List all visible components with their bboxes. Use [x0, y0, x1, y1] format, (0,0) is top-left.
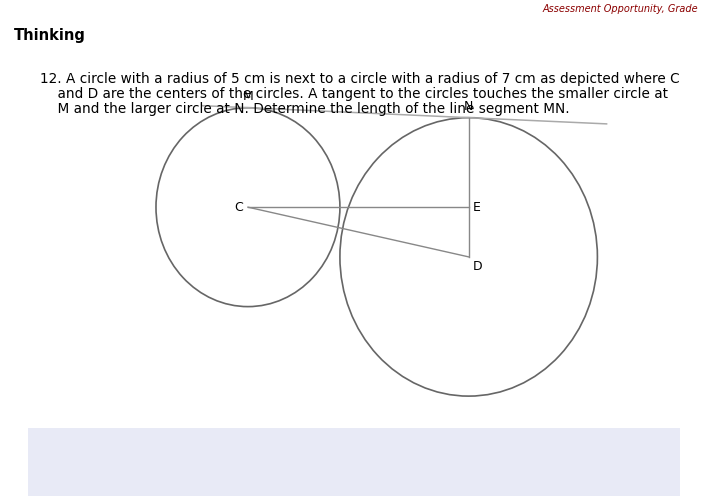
Text: Assessment Opportunity, Grade: Assessment Opportunity, Grade — [542, 4, 698, 14]
Text: E: E — [473, 201, 481, 214]
Text: N: N — [464, 100, 474, 113]
Text: M: M — [243, 90, 253, 103]
Text: 12. A circle with a radius of 5 cm is next to a circle with a radius of 7 cm as : 12. A circle with a radius of 5 cm is ne… — [40, 72, 680, 86]
Bar — [28, 428, 680, 496]
Text: D: D — [473, 260, 482, 273]
Text: C: C — [234, 201, 243, 214]
Text: Thinking: Thinking — [14, 28, 86, 43]
Text: and D are the centers of the circles. A tangent to the circles touches the small: and D are the centers of the circles. A … — [40, 87, 668, 101]
Text: M and the larger circle at N. Determine the length of the line segment MN.: M and the larger circle at N. Determine … — [40, 102, 570, 116]
